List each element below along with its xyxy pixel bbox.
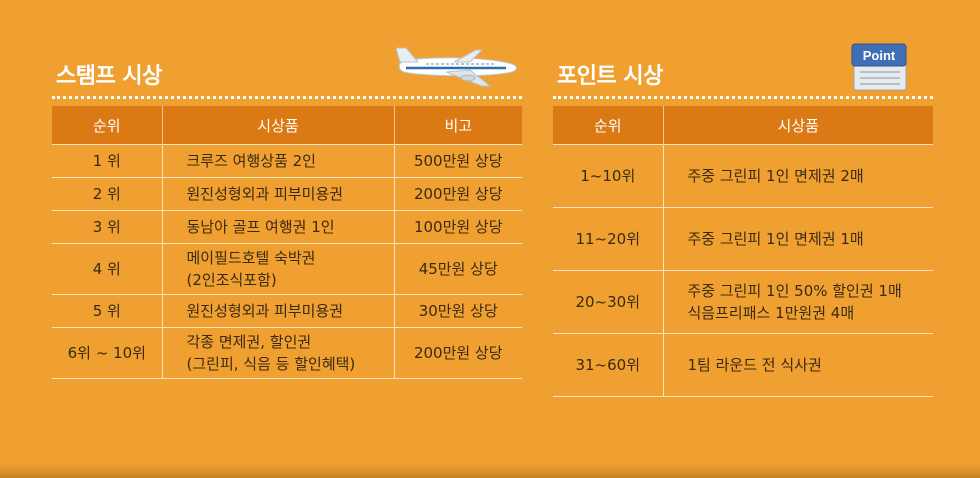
table-row: 3 위 동남아 골프 여행권 1인 100만원 상당 — [52, 210, 522, 244]
header-note: 비고 — [393, 106, 522, 145]
table-row: 6위 ~ 10위 각종 면제권, 할인권 (그린피, 식음 등 할인혜택) 20… — [52, 327, 522, 379]
prize-cell: 각종 면제권, 할인권 (그린피, 식음 등 할인혜택) — [161, 327, 394, 379]
header-prize: 시상품 — [161, 106, 394, 145]
bottom-shadow — [0, 464, 980, 478]
note-cell: 100만원 상당 — [393, 210, 522, 244]
rank-cell: 3 위 — [52, 210, 162, 244]
table-row: 4 위 메이필드호텔 숙박권 (2인조식포함) 45만원 상당 — [52, 243, 522, 295]
prize-cell: 크루즈 여행상품 2인 — [161, 144, 394, 178]
point-card-label: Point — [863, 48, 896, 63]
rank-cell: 1 위 — [52, 144, 162, 178]
rank-cell: 1~10위 — [553, 144, 663, 208]
prize-cell: 원진성형외과 피부미용권 — [161, 294, 394, 328]
prize-cell: 주중 그린피 1인 50% 할인권 1매 식음프리패스 1만원권 4매 — [662, 270, 933, 334]
table-header-row: 순위 시상품 비고 — [52, 106, 522, 145]
prize-cell: 동남아 골프 여행권 1인 — [161, 210, 394, 244]
stamp-awards-table: 순위 시상품 비고 1 위 크루즈 여행상품 2인 500만원 상당 2 위 원… — [52, 106, 522, 379]
rank-cell: 11~20위 — [553, 207, 663, 271]
header-rank: 순위 — [553, 106, 663, 145]
rank-cell: 20~30위 — [553, 270, 663, 334]
dotted-divider — [52, 96, 522, 99]
note-cell: 200만원 상당 — [393, 327, 522, 379]
prize-cell: 주중 그린피 1인 면제권 1매 — [662, 207, 933, 271]
prize-cell: 주중 그린피 1인 면제권 2매 — [662, 144, 933, 208]
table-row: 2 위 원진성형외과 피부미용권 200만원 상당 — [52, 177, 522, 211]
note-cell: 30만원 상당 — [393, 294, 522, 328]
table-row: 11~20위 주중 그린피 1인 면제권 1매 — [553, 207, 933, 271]
rank-cell: 2 위 — [52, 177, 162, 211]
note-cell: 200만원 상당 — [393, 177, 522, 211]
point-awards-title: 포인트 시상 — [557, 64, 663, 89]
rank-cell: 31~60위 — [553, 333, 663, 397]
prize-cell: 메이필드호텔 숙박권 (2인조식포함) — [161, 243, 394, 295]
header-prize: 시상품 — [662, 106, 933, 145]
stamp-awards-title: 스탬프 시상 — [56, 64, 162, 89]
point-card-icon: Point — [851, 43, 907, 91]
rank-cell: 6위 ~ 10위 — [52, 327, 162, 379]
rank-cell: 5 위 — [52, 294, 162, 328]
table-row: 1 위 크루즈 여행상품 2인 500만원 상당 — [52, 144, 522, 178]
prize-cell: 원진성형외과 피부미용권 — [161, 177, 394, 211]
note-cell: 500만원 상당 — [393, 144, 522, 178]
table-row: 5 위 원진성형외과 피부미용권 30만원 상당 — [52, 294, 522, 328]
table-row: 1~10위 주중 그린피 1인 면제권 2매 — [553, 144, 933, 208]
header-rank: 순위 — [52, 106, 162, 145]
table-row: 20~30위 주중 그린피 1인 50% 할인권 1매 식음프리패스 1만원권 … — [553, 270, 933, 334]
airplane-icon — [396, 47, 517, 87]
rank-cell: 4 위 — [52, 243, 162, 295]
dotted-divider — [553, 96, 933, 99]
point-awards-table: 순위 시상품 1~10위 주중 그린피 1인 면제권 2매 11~20위 주중 … — [553, 106, 933, 397]
note-cell: 45만원 상당 — [393, 243, 522, 295]
table-row: 31~60위 1팀 라운드 전 식사권 — [553, 333, 933, 397]
prize-cell: 1팀 라운드 전 식사권 — [662, 333, 933, 397]
table-header-row: 순위 시상품 — [553, 106, 933, 145]
